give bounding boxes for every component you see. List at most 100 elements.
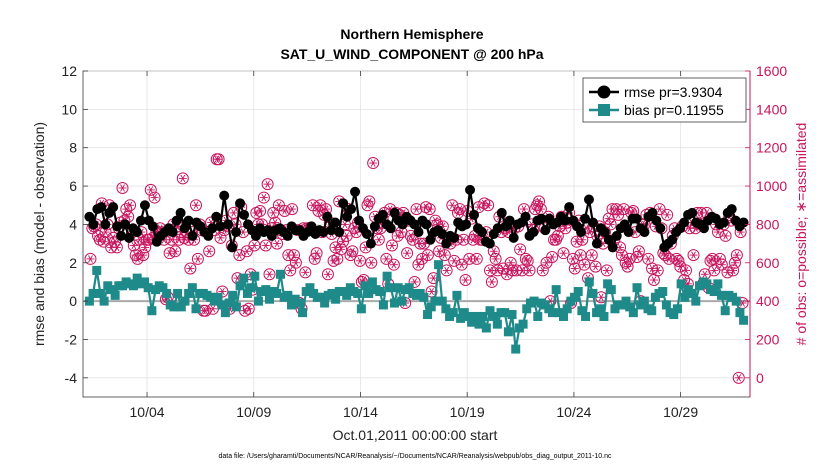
y-tick-label-left: 6: [69, 178, 77, 194]
obs-point: [551, 229, 564, 242]
rmse-point: [599, 227, 610, 238]
obs-circle: [410, 203, 423, 216]
bias-point: [709, 287, 719, 297]
rmse-point: [346, 204, 357, 215]
obs-asterisk-stroke: [651, 276, 657, 284]
obs-asterisk-stroke: [702, 270, 708, 278]
obs-point: [365, 256, 378, 269]
obs-circle: [233, 249, 246, 262]
bias-point: [573, 287, 583, 297]
bias-point: [717, 290, 727, 300]
bias-point: [713, 279, 723, 289]
bias-point: [360, 281, 370, 291]
obs-asterisk-stroke: [157, 224, 163, 232]
rmse-point: [147, 221, 158, 232]
obs-point: [661, 208, 674, 221]
bias-point: [518, 319, 528, 329]
obs-circle: [184, 262, 197, 275]
y-tick-label-right: 800: [756, 216, 780, 232]
rmse-point: [219, 190, 230, 201]
rmse-point: [520, 211, 531, 222]
bias-series: [84, 260, 749, 354]
obs-asterisk-stroke: [487, 266, 493, 275]
obs-asterisk-stroke: [587, 228, 593, 236]
bias-point: [485, 306, 495, 316]
obs-asterisk-stroke: [203, 307, 208, 315]
bias-point: [162, 288, 172, 298]
rmse-point: [409, 219, 420, 230]
obs-point: [271, 237, 284, 250]
bias-point: [669, 310, 679, 320]
obs-circle: [261, 178, 274, 191]
obs-asterisk-stroke: [135, 255, 140, 263]
obs-asterisk-stroke: [231, 209, 237, 217]
obs-point: [387, 258, 400, 271]
obs-circle: [367, 157, 380, 170]
obs-point: [489, 252, 502, 265]
obs-point: [455, 258, 468, 271]
obs-point: [122, 210, 135, 223]
obs-point: [421, 249, 434, 262]
obs-asterisk-stroke: [459, 260, 465, 269]
obs-point: [406, 233, 419, 246]
obs-circle: [570, 235, 583, 248]
obs-point: [715, 258, 728, 271]
obs-asterisk-stroke: [474, 255, 480, 263]
rmse-point: [607, 242, 618, 253]
obs-asterisk-stroke: [357, 257, 363, 265]
obs-asterisk-stroke: [476, 203, 482, 211]
bias-point: [88, 288, 98, 298]
obs-asterisk-stroke: [261, 193, 267, 202]
obs-circle: [139, 241, 152, 254]
obs-circle: [401, 247, 414, 260]
obs-asterisk-stroke: [383, 255, 389, 263]
rmse-point: [282, 230, 293, 241]
bias-point: [680, 292, 690, 302]
obs-asterisk-stroke: [463, 276, 468, 284]
bias-point: [264, 294, 274, 304]
bias-point: [140, 277, 150, 287]
obs-asterisk-stroke: [366, 197, 372, 206]
obs-asterisk-stroke: [169, 236, 174, 244]
obs-asterisk-stroke: [666, 255, 672, 263]
obs-circle: [423, 203, 436, 216]
obs-point: [617, 203, 630, 216]
obs-circle: [632, 245, 645, 258]
rmse-point: [120, 219, 131, 230]
rmse-point: [587, 217, 598, 228]
obs-circle: [604, 218, 617, 231]
obs-point: [184, 262, 197, 275]
obs-asterisk-stroke: [493, 255, 499, 263]
obs-point: [438, 249, 451, 262]
rmse-point: [135, 215, 146, 226]
bias-point: [147, 306, 157, 316]
bias-point: [382, 271, 392, 281]
y-tick-label-right: 1000: [756, 178, 787, 194]
bias-point: [272, 288, 282, 298]
rmse-point: [639, 227, 650, 238]
obs-point: [632, 245, 645, 258]
obs-asterisk-stroke: [491, 247, 497, 255]
y-tick-label-right: 1600: [756, 63, 787, 79]
y-axis-label-right: # of obs: o=possible; ∗=assimilated: [793, 123, 809, 346]
bias-point: [423, 310, 433, 320]
ticks: 10/04 10/09 10/14 10/19 10/24 10/29 -4 -2 0 2 4 6 8 1…: [61, 63, 787, 420]
obs-asterisk-stroke: [734, 251, 740, 259]
legend: rmse pr=3.9304 bias pr=0.11955: [582, 77, 747, 123]
rmse-point: [468, 209, 479, 220]
obs-point: [203, 245, 216, 258]
bias-point: [702, 279, 712, 289]
obs-asterisk-stroke: [425, 251, 431, 259]
obs-asterisk-stroke: [621, 205, 627, 213]
obs-asterisk-stroke: [152, 193, 157, 202]
rmse-point: [100, 219, 111, 230]
obs-circle: [116, 181, 129, 194]
rmse-point: [655, 223, 666, 234]
obs-asterisk-stroke: [619, 251, 625, 259]
rmse-point: [239, 209, 250, 220]
obs-circle: [286, 203, 299, 216]
rmse-point: [330, 217, 341, 228]
rmse-point: [437, 229, 448, 239]
obs-asterisk-stroke: [270, 209, 276, 217]
bias-point: [305, 283, 315, 293]
